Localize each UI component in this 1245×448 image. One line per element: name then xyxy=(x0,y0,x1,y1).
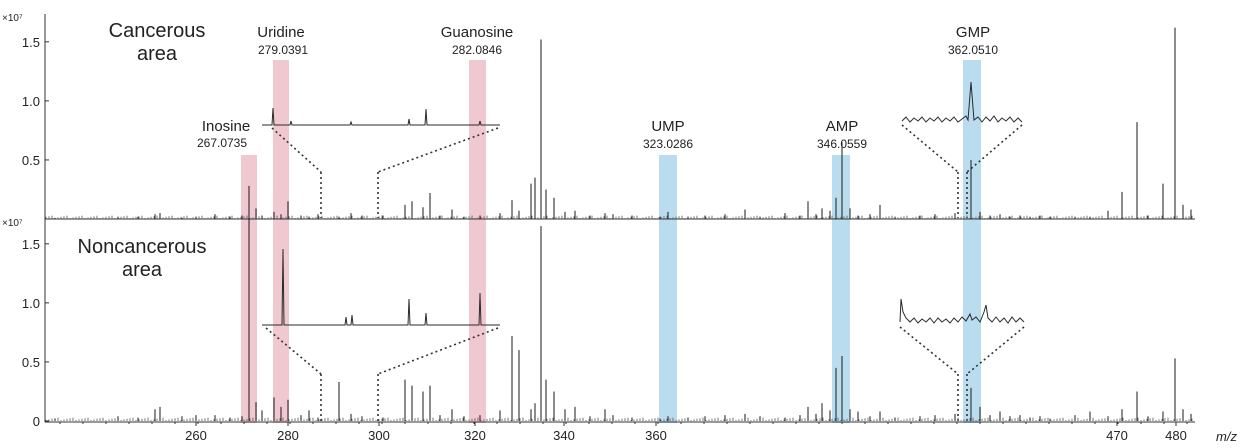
y-tick-label: 1.0 xyxy=(22,94,40,109)
amp-label: AMP xyxy=(826,118,859,135)
top-gmp-inset-trace xyxy=(901,81,1023,123)
bottom-panel-title-line2: area xyxy=(122,259,163,281)
x-tick-label: 320 xyxy=(464,428,486,443)
top-inset-connector-left xyxy=(271,127,322,173)
top-panel-title-line1: Cancerous xyxy=(109,20,206,42)
uridine-label: Uridine xyxy=(257,24,305,41)
top-gmp-connector-right xyxy=(966,124,1023,173)
gmp-mass: 362.0510 xyxy=(948,43,998,57)
spectra xyxy=(45,27,1193,421)
x-tick-label: 280 xyxy=(277,428,299,443)
y-tick-label: 1.0 xyxy=(22,296,40,311)
x-tick-label: 470 xyxy=(1106,428,1128,443)
band-gmp xyxy=(963,60,981,423)
band-uridine xyxy=(273,60,289,423)
y-tick-label: 1.5 xyxy=(22,35,40,50)
x-tick-label: 360 xyxy=(645,428,667,443)
x-tick-label: 340 xyxy=(553,428,575,443)
ump-mass: 323.0286 xyxy=(643,137,693,151)
x-tick-label: 260 xyxy=(185,428,207,443)
y-tick-label: 0.5 xyxy=(22,355,40,370)
top-gmp-connector-left xyxy=(901,124,959,173)
band-ump xyxy=(659,155,677,423)
y-tick-label: 0.5 xyxy=(22,153,40,168)
x-axis-label: m/z xyxy=(1216,429,1237,443)
x-tick-label: 480 xyxy=(1165,428,1187,443)
bottom-inset-connector-left xyxy=(265,327,322,375)
band-guanosine xyxy=(469,60,486,423)
guanosine-label: Guanosine xyxy=(441,24,514,41)
band-amp xyxy=(832,155,850,423)
annotations: Inosine 267.0735 Uridine 279.0391 Guanos… xyxy=(197,24,998,151)
bottom-gmp-connector-left xyxy=(899,326,959,375)
bottom-panel-title-line1: Noncancerous xyxy=(78,236,207,258)
top-inset-connector-right xyxy=(377,127,499,173)
zoom-insets xyxy=(262,81,1025,421)
x-tick-label: 300 xyxy=(368,428,390,443)
axes xyxy=(44,14,1195,423)
inosine-mass: 267.0735 xyxy=(197,136,247,150)
ump-label: UMP xyxy=(651,118,684,135)
y-tick-label: 0 xyxy=(33,414,40,429)
bottom-inset-trace xyxy=(262,248,500,326)
x-ticks: 260 280 300 320 340 360 470 480 xyxy=(59,422,1188,443)
bottom-exponent-label: ×10⁷ xyxy=(2,218,23,229)
y-tick-label: 1.5 xyxy=(22,237,40,252)
bottom-inset-connector-right xyxy=(377,327,499,375)
guanosine-mass: 282.0846 xyxy=(452,43,502,57)
inosine-label: Inosine xyxy=(202,118,250,135)
highlight-bands xyxy=(241,60,981,423)
gmp-label: GMP xyxy=(956,24,990,41)
top-exponent-label: ×10⁷ xyxy=(2,13,23,24)
top-inset-trace xyxy=(262,107,500,126)
bottom-gmp-inset-trace xyxy=(899,298,1025,324)
uridine-mass: 279.0391 xyxy=(258,43,308,57)
bottom-gmp-connector-right xyxy=(966,326,1025,375)
top-panel-title-line2: area xyxy=(137,43,178,65)
y-ticks: 0.5 1.0 1.5 0 0.5 1.0 1.5 xyxy=(22,35,49,429)
